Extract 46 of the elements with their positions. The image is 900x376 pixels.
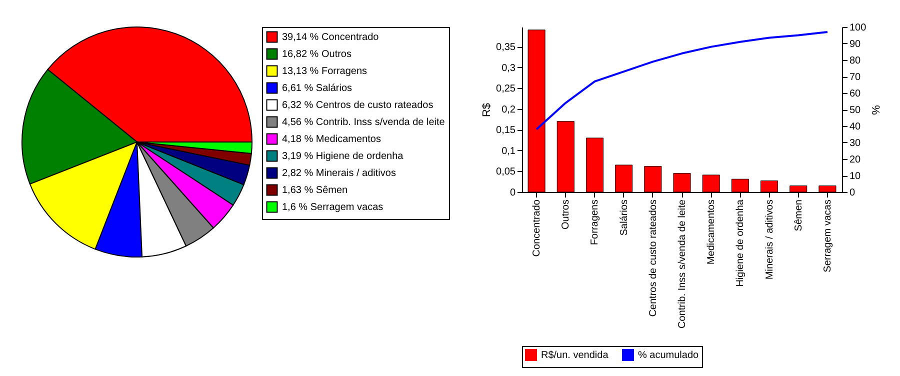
legend-label: 6,32 % Centros de custo rateados (282, 100, 434, 111)
y2-tick-label: 30 (850, 138, 862, 149)
x-tick-label: Outros (560, 200, 572, 230)
y-axis-title: R$ (481, 102, 494, 118)
x-tick-label: Contrib. Inss s/venda de leite (677, 199, 688, 328)
legend-label: 16,82 % Outros (282, 49, 352, 60)
y-tick-label: 0,15 (496, 125, 516, 136)
y2-tick-label: 40 (850, 122, 862, 132)
x-tick-label: Medicamentos (706, 200, 718, 265)
x-tick-label: Minerais / aditivos (764, 200, 776, 280)
legend-label: 6,61 % Salários (282, 83, 352, 94)
legend-label: 13,13 % Forragens (282, 66, 368, 77)
legend-label: 1,63 % Sêmen (282, 185, 348, 196)
legend-label: R$/un. vendida (541, 350, 609, 361)
x-tick-label: Higiene de ordenha (735, 199, 746, 287)
y-tick-label: 0,35 (496, 42, 516, 54)
y2-tick-label: 0 (850, 188, 856, 198)
legend-label: 4,56 % Contrib. Inss s/venda de leite (282, 117, 446, 128)
y-tick-label: 0 (510, 188, 516, 198)
x-tick-label: Concentrado (532, 199, 543, 257)
line-series (536, 30, 828, 130)
x-tick-label: Sêmen (793, 200, 804, 232)
y-tick-label: 0,3 (502, 62, 516, 74)
legend-label: 39,14 % Concentrado (282, 32, 380, 43)
x-tick-label: Centros de custo rateados (648, 200, 659, 317)
y2-tick-label: 60 (850, 88, 862, 100)
y-tick-label: 0,05 (496, 166, 516, 178)
legend-label: 2,82 % Minerais / aditivos (282, 168, 396, 179)
x-tick-label: Salários (618, 200, 630, 236)
y2-axis-title: % (869, 105, 882, 116)
y2-tick-label: 10 (850, 171, 862, 182)
y2-tick-label: 20 (850, 154, 862, 166)
x-tick-label: Forragens (590, 200, 601, 246)
legend-label: 3,19 % Higiene de ordenha (282, 151, 404, 162)
y2-tick-label: 70 (850, 72, 862, 83)
y2-tick-label: 100 (850, 22, 867, 34)
y-tick-label: 0,25 (496, 84, 516, 95)
y-tick-label: 0,1 (502, 146, 516, 157)
legend-label: 1,6 % Serragem vacas (282, 202, 384, 213)
legend-label: % acumulado (638, 350, 700, 361)
legend-label: 4,18 % Medicamentos (282, 134, 381, 145)
x-tick-label: Serragem vacas (822, 200, 834, 272)
y2-tick-label: 90 (850, 39, 862, 50)
y2-tick-label: 80 (850, 56, 862, 66)
y2-tick-label: 50 (850, 105, 862, 116)
y-tick-label: 0,2 (502, 104, 516, 116)
